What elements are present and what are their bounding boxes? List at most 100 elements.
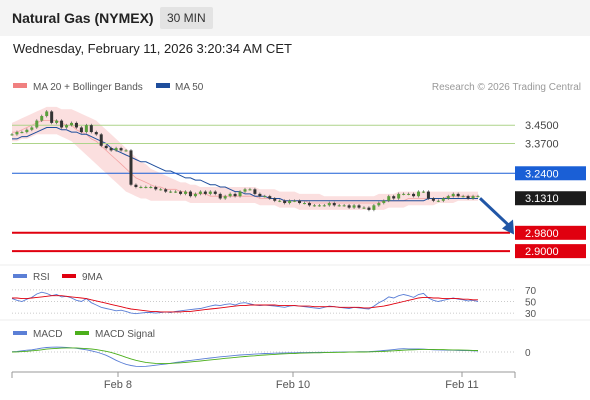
candle-body bbox=[193, 193, 197, 197]
candle-body bbox=[94, 132, 98, 135]
candle-body bbox=[99, 134, 103, 146]
rsi-line bbox=[11, 291, 479, 315]
rsi-tick-label-2: 30 bbox=[525, 309, 537, 320]
macd-signal-line bbox=[11, 347, 479, 365]
candle-body bbox=[278, 200, 282, 202]
header-bar: Natural Gas (NYMEX) 30 MIN bbox=[0, 0, 590, 36]
candle-body bbox=[446, 196, 450, 199]
level-tag-2 bbox=[515, 166, 586, 181]
candle-body bbox=[253, 189, 257, 194]
level-tag-5 bbox=[515, 244, 586, 259]
candle-body bbox=[114, 148, 118, 151]
candle-body bbox=[154, 187, 158, 190]
candle-body bbox=[317, 205, 321, 207]
level-label-0: 3.4500 bbox=[525, 120, 559, 132]
ma50-line bbox=[12, 127, 478, 202]
rsi-legend-label-0: RSI bbox=[33, 272, 50, 283]
candle-body bbox=[20, 132, 24, 134]
candle-body bbox=[223, 196, 227, 199]
candle-body bbox=[84, 125, 88, 133]
candle-body bbox=[198, 191, 202, 194]
candle-body bbox=[218, 193, 222, 199]
rsi-legend-swatch-0 bbox=[13, 274, 27, 278]
candle-body bbox=[417, 191, 421, 197]
date-label: Wednesday, February 11, 2026 3:20:34 AM … bbox=[13, 41, 292, 56]
timeframe-badge[interactable]: 30 MIN bbox=[160, 7, 213, 29]
macd-tick-label-0: 0 bbox=[525, 348, 531, 359]
candle-body bbox=[124, 150, 128, 152]
candle-body bbox=[387, 196, 391, 201]
candle-body bbox=[332, 203, 336, 206]
bollinger-band-area bbox=[12, 106, 478, 210]
candle-body bbox=[55, 120, 59, 123]
candle-body bbox=[288, 200, 292, 204]
candle-body bbox=[372, 205, 376, 210]
candle-body bbox=[243, 189, 247, 192]
candle-body bbox=[10, 134, 14, 136]
candle-body bbox=[451, 193, 455, 197]
candle-body bbox=[466, 196, 470, 199]
candle-body bbox=[129, 150, 133, 185]
candle-body bbox=[159, 189, 163, 191]
level-label-2: 3.2400 bbox=[525, 168, 559, 180]
candle-body bbox=[15, 132, 19, 135]
candle-body bbox=[188, 191, 192, 197]
level-label-4: 2.9800 bbox=[525, 228, 559, 240]
candle-body bbox=[238, 191, 242, 197]
candle-body bbox=[421, 191, 425, 193]
macd-legend-swatch-0 bbox=[13, 331, 27, 335]
level-tag-3 bbox=[515, 191, 586, 206]
candle-body bbox=[169, 191, 173, 193]
projection-arrow-shaft bbox=[478, 197, 511, 227]
candle-body bbox=[208, 191, 212, 194]
instrument-title: Natural Gas (NYMEX) bbox=[12, 10, 154, 26]
candle-body bbox=[327, 203, 331, 206]
candle-body bbox=[144, 187, 148, 189]
candle-body bbox=[45, 111, 49, 117]
level-label-5: 2.9000 bbox=[525, 246, 559, 258]
candle-body bbox=[382, 200, 386, 204]
ma50-legend-label: MA 50 bbox=[175, 82, 204, 93]
rsi-tick-label-1: 50 bbox=[525, 298, 537, 309]
candle-body bbox=[283, 200, 287, 204]
candle-body bbox=[436, 200, 440, 202]
candle-body bbox=[392, 196, 396, 199]
candle-body bbox=[307, 203, 311, 206]
macd-line bbox=[11, 346, 479, 367]
candle-body bbox=[426, 191, 430, 199]
candle-body bbox=[461, 196, 465, 198]
candle-body bbox=[456, 193, 460, 197]
bollinger-legend-label: MA 20 + Bollinger Bands bbox=[33, 82, 143, 93]
candle-body bbox=[431, 198, 435, 201]
candle-body bbox=[248, 189, 252, 191]
candle-body bbox=[367, 207, 371, 210]
candle-body bbox=[402, 193, 406, 195]
candle-body bbox=[30, 127, 34, 130]
candle-body bbox=[79, 127, 83, 133]
candle-body bbox=[322, 205, 326, 207]
candle-body bbox=[74, 122, 78, 128]
projection-arrow-head bbox=[502, 219, 514, 235]
rsi-tick-label-0: 70 bbox=[525, 286, 537, 297]
candle-body bbox=[179, 191, 183, 194]
candle-body bbox=[476, 196, 480, 198]
candle-body bbox=[149, 187, 153, 189]
candle-body bbox=[302, 203, 306, 205]
rsi-9ma-line bbox=[12, 295, 478, 313]
candle-body bbox=[40, 116, 44, 121]
candle-body bbox=[89, 125, 93, 133]
candle-body bbox=[347, 205, 351, 208]
candle-body bbox=[65, 125, 69, 128]
candle-body bbox=[263, 196, 267, 198]
macd-legend-label-1: MACD Signal bbox=[95, 329, 155, 340]
candle-body bbox=[268, 196, 272, 199]
candle-body bbox=[104, 145, 108, 149]
candle-body bbox=[119, 148, 123, 151]
macd-legend-swatch-1 bbox=[75, 331, 89, 335]
candle-body bbox=[298, 200, 302, 204]
candle-body bbox=[397, 193, 401, 199]
candle-body bbox=[312, 205, 316, 207]
candle-body bbox=[164, 189, 168, 192]
candle-body bbox=[60, 120, 64, 128]
